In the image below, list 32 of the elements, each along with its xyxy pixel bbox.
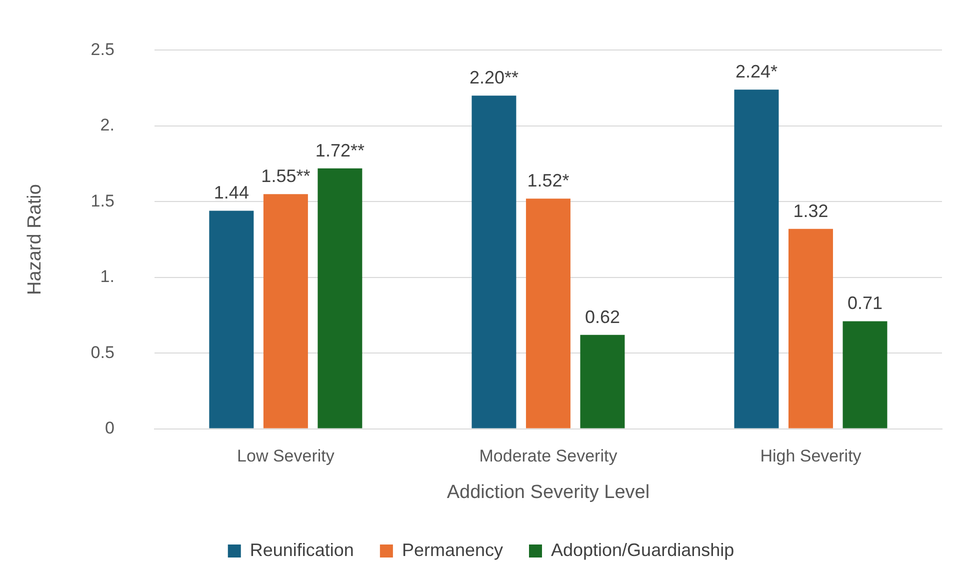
x-tick-label: Moderate Severity bbox=[479, 446, 618, 466]
bar bbox=[318, 168, 362, 428]
bar bbox=[526, 198, 570, 428]
data-label: 1.32 bbox=[793, 200, 828, 221]
x-tick-label: High Severity bbox=[760, 446, 862, 466]
y-tick-label: 1.5 bbox=[90, 191, 114, 210]
y-axis-title: Hazard Ratio bbox=[24, 184, 46, 295]
data-label: 1.44 bbox=[214, 182, 249, 203]
y-tick-label: 0.5 bbox=[90, 342, 114, 362]
legend-label: Reunification bbox=[250, 540, 354, 560]
data-label: 1.55** bbox=[261, 166, 310, 186]
legend-label: Adoption/Guardianship bbox=[550, 540, 734, 560]
y-tick-label: 2. bbox=[100, 116, 114, 135]
data-label: 1.72** bbox=[315, 140, 364, 160]
bar bbox=[788, 228, 833, 428]
data-label: 0.71 bbox=[847, 293, 883, 314]
y-tick-label: 0 bbox=[104, 418, 114, 438]
legend-label: Permanency bbox=[402, 540, 504, 560]
bar bbox=[472, 96, 516, 428]
y-tick-label: 1. bbox=[100, 267, 114, 286]
x-axis-title: Addiction Severity Level bbox=[446, 482, 650, 503]
bar bbox=[580, 334, 625, 428]
data-label: 2.24* bbox=[735, 62, 778, 82]
y-tick-label: 2.5 bbox=[90, 40, 114, 59]
bar bbox=[734, 90, 779, 428]
x-tick-label: Low Severity bbox=[237, 446, 335, 466]
data-label: 1.52* bbox=[527, 170, 570, 191]
bar bbox=[263, 194, 308, 428]
bar bbox=[842, 321, 888, 428]
data-label: 0.62 bbox=[584, 306, 620, 327]
bar bbox=[209, 210, 254, 428]
data-label: 2.20** bbox=[469, 68, 518, 88]
